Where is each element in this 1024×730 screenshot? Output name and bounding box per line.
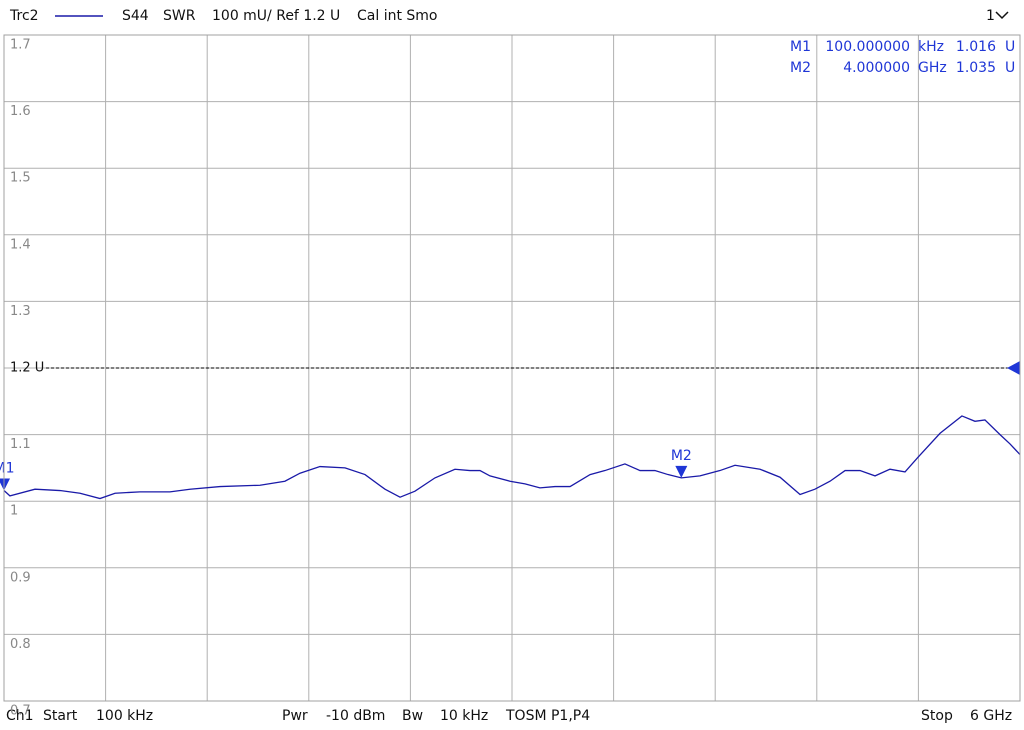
y-tick-label: 1.1 bbox=[10, 437, 31, 452]
marker-table-stimulus: 4.000000 bbox=[843, 60, 910, 76]
marker bbox=[675, 465, 688, 478]
marker-table-unit: U bbox=[1005, 60, 1015, 76]
y-tick-label: 0.8 bbox=[10, 637, 31, 652]
marker-table-name: M2 bbox=[790, 60, 811, 76]
start-label: Start bbox=[43, 708, 78, 724]
marker-table-stimulus-unit: kHz bbox=[918, 39, 944, 55]
marker-table-response: 1.035 bbox=[956, 60, 996, 76]
marker-table-unit: U bbox=[1005, 39, 1015, 55]
y-tick-label: 1.6 bbox=[10, 104, 31, 119]
channel-menu[interactable]: 1 bbox=[986, 8, 995, 24]
marker-label: M1 bbox=[0, 461, 15, 477]
y-tick-label: 1.7 bbox=[10, 38, 31, 53]
marker-label: M2 bbox=[671, 448, 692, 464]
trace bbox=[3, 415, 1021, 500]
trace-name: Trc2 bbox=[9, 8, 39, 24]
stop-value: 6 GHz bbox=[970, 708, 1012, 724]
bandwidth-value: 10 kHz bbox=[440, 708, 488, 724]
y-tick-label: 1.3 bbox=[10, 304, 31, 319]
y-tick-label: 1.4 bbox=[10, 237, 31, 252]
stop-label: Stop bbox=[921, 708, 953, 724]
marker bbox=[0, 478, 10, 491]
power-label: Pwr bbox=[282, 708, 308, 724]
s-parameter: S44 bbox=[122, 8, 149, 24]
power-value: -10 dBm bbox=[326, 708, 385, 724]
marker-table-stimulus: 100.000000 bbox=[825, 39, 910, 55]
y-tick-label: 1.5 bbox=[10, 171, 31, 186]
marker-table-stimulus-unit: GHz bbox=[918, 60, 947, 76]
cal-type: TOSM P1,P4 bbox=[505, 708, 590, 724]
format: SWR bbox=[163, 8, 196, 24]
scale: 100 mU/ Ref 1.2 U bbox=[212, 8, 340, 24]
calibration: Cal int Smo bbox=[357, 8, 438, 24]
y-tick-label: 1 bbox=[10, 504, 18, 519]
channel: Ch1 bbox=[6, 708, 34, 724]
y-tick-label: 1.2 U bbox=[10, 361, 44, 376]
bandwidth-label: Bw bbox=[402, 708, 423, 724]
plot: 1.7 1.6 1.5 1.4 1.3 1.2 U 1.1 1 0.9 0.8 0.7 M1 M1 100… bbox=[0, 34, 1021, 719]
y-tick-label: 0.7 bbox=[10, 704, 31, 719]
start-value: 100 kHz bbox=[96, 708, 153, 724]
plot-border bbox=[3, 34, 1021, 702]
y-tick-label: 0.9 bbox=[10, 570, 31, 585]
marker-table-response: 1.016 bbox=[956, 39, 996, 55]
reference-arrow bbox=[1007, 361, 1020, 375]
chevron[interactable] bbox=[995, 11, 1009, 20]
marker-table-name: M1 bbox=[790, 39, 811, 55]
